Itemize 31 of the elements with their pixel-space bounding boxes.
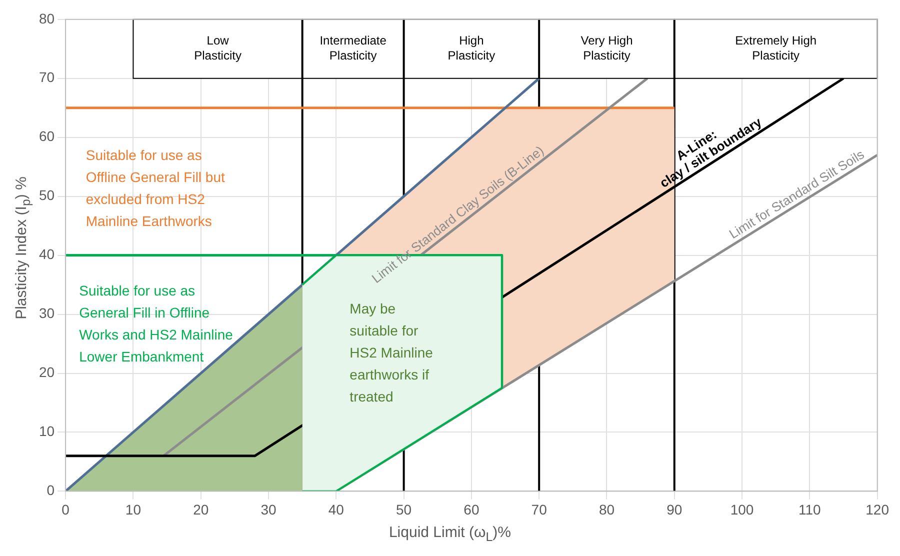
x-tick-label: 60 <box>464 501 480 518</box>
band-label: Low Plasticity <box>194 34 242 63</box>
y-tick-label: 50 <box>38 187 55 204</box>
y-tick-label: 0 <box>46 482 55 498</box>
x-tick-label: 10 <box>125 501 142 518</box>
band-label: Very High Plasticity <box>580 34 633 63</box>
x-tick-label: 100 <box>730 501 754 518</box>
x-axis-title: Liquid Limit (ω$_{L}$)% <box>388 524 512 544</box>
x-tick-label: 120 <box>866 501 890 518</box>
x-tick-label: 30 <box>260 501 277 518</box>
annotation: Suitable for use as General Fill in Offline Works and HS2 Mainline Lower Embankment <box>79 282 234 365</box>
x-tick-label: 0 <box>62 501 70 518</box>
y-tick-label: 20 <box>38 364 55 380</box>
y-tick-label: 70 <box>38 69 55 86</box>
annotation: May be suitable for HS2 Mainline earthworks if treated <box>350 300 434 404</box>
band-label: Intermediate Plasticity <box>320 34 387 63</box>
band-label: High Plasticity <box>448 34 496 63</box>
y-tick-label: 60 <box>38 128 55 144</box>
x-tick-label: 20 <box>193 501 209 518</box>
x-tick-label: 50 <box>396 501 412 518</box>
x-tick-label: 110 <box>798 501 822 518</box>
y-tick-label: 80 <box>38 10 55 26</box>
y-tick-label: 10 <box>38 423 55 440</box>
y-tick-label: 40 <box>38 246 55 262</box>
x-tick-label: 40 <box>328 501 344 518</box>
band-label: Extremely High Plasticity <box>735 34 817 63</box>
x-tick-label: 70 <box>531 501 548 518</box>
x-tick-label: 90 <box>666 501 682 518</box>
x-tick-label: 80 <box>598 501 615 518</box>
annotation: Suitable for use as Offline General Fill but excluded from HS2 Mainline Earthworks <box>86 147 226 230</box>
y-tick-label: 30 <box>38 305 55 322</box>
